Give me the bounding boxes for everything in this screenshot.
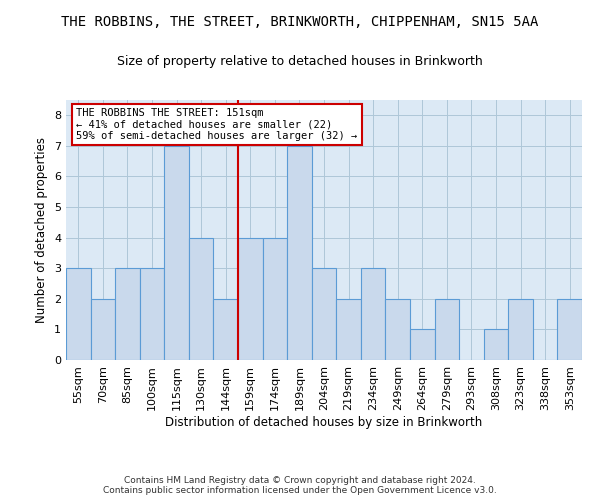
Bar [287,146,312,360]
Bar [189,238,214,360]
Bar [214,299,238,360]
Bar [91,299,115,360]
Bar [410,330,434,360]
Bar [557,299,582,360]
Text: Contains HM Land Registry data © Crown copyright and database right 2024.
Contai: Contains HM Land Registry data © Crown c… [103,476,497,495]
Bar [164,146,189,360]
Y-axis label: Number of detached properties: Number of detached properties [35,137,49,323]
Bar [140,268,164,360]
Bar [484,330,508,360]
Text: THE ROBBINS THE STREET: 151sqm
← 41% of detached houses are smaller (22)
59% of : THE ROBBINS THE STREET: 151sqm ← 41% of … [76,108,358,141]
Text: THE ROBBINS, THE STREET, BRINKWORTH, CHIPPENHAM, SN15 5AA: THE ROBBINS, THE STREET, BRINKWORTH, CHI… [61,15,539,29]
Bar [312,268,336,360]
Bar [385,299,410,360]
Bar [508,299,533,360]
Bar [238,238,263,360]
Bar [115,268,140,360]
Bar [336,299,361,360]
Bar [434,299,459,360]
Text: Size of property relative to detached houses in Brinkworth: Size of property relative to detached ho… [117,55,483,68]
Bar [263,238,287,360]
Bar [361,268,385,360]
X-axis label: Distribution of detached houses by size in Brinkworth: Distribution of detached houses by size … [166,416,482,428]
Bar [66,268,91,360]
